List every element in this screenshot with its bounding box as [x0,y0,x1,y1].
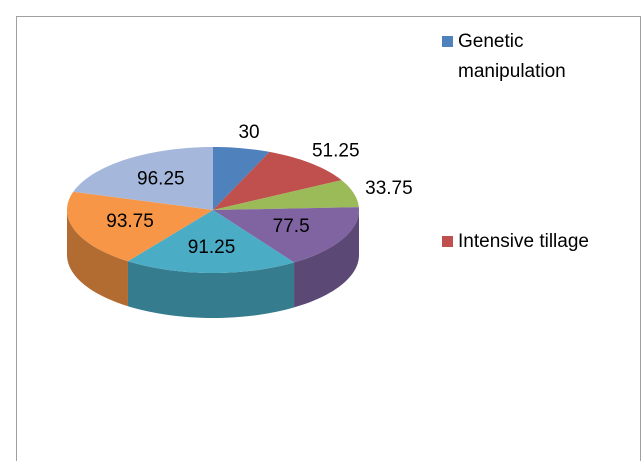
pie-slice [73,147,214,210]
pie-slice [67,191,213,262]
data-label: 93.75 [106,211,154,232]
pie-slice [213,151,342,210]
data-label: 30 [238,122,259,143]
legend-label: Genetic manipulation [458,31,566,82]
legend-swatch [442,236,453,247]
pie-slice [213,147,270,210]
pie-slice [213,180,359,210]
pie-slice [213,207,359,263]
data-label: 77.5 [273,216,310,237]
legend-label: Intensive tillage [458,231,589,252]
pie-side [294,210,359,308]
data-label: 33.75 [365,178,413,199]
pie-side [67,210,128,307]
data-label: 96.25 [137,169,185,190]
legend-swatch [442,36,453,47]
pie-slice [127,210,295,273]
data-label: 51.25 [312,141,360,162]
pie-side [127,261,295,318]
chart-border [16,16,641,461]
data-label: 91.25 [188,237,236,258]
